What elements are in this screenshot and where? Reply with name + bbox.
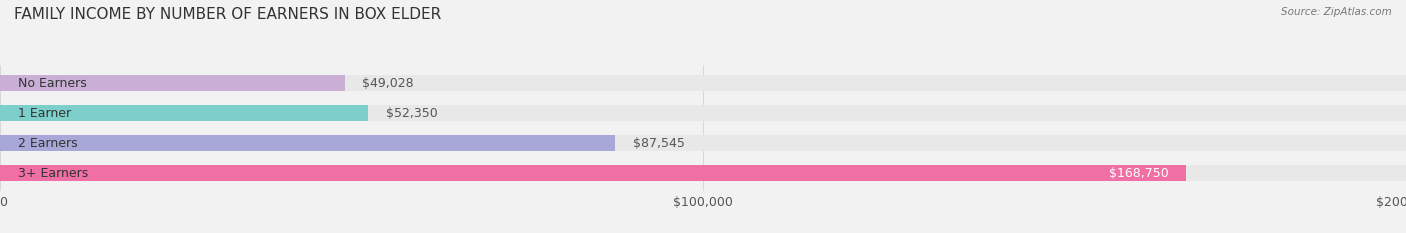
Text: 2 Earners: 2 Earners [18, 137, 77, 150]
Text: No Earners: No Earners [18, 77, 86, 90]
Text: FAMILY INCOME BY NUMBER OF EARNERS IN BOX ELDER: FAMILY INCOME BY NUMBER OF EARNERS IN BO… [14, 7, 441, 22]
Bar [0, 135, 1406, 151]
Text: $168,750: $168,750 [1109, 167, 1168, 180]
Text: $49,028: $49,028 [363, 77, 413, 90]
Bar [0, 165, 1187, 181]
Text: $87,545: $87,545 [633, 137, 685, 150]
Bar [0, 75, 1406, 92]
Bar [0, 135, 616, 151]
Bar [0, 165, 1406, 181]
Text: 3+ Earners: 3+ Earners [18, 167, 87, 180]
Text: Source: ZipAtlas.com: Source: ZipAtlas.com [1281, 7, 1392, 17]
Bar [0, 75, 344, 92]
Text: $52,350: $52,350 [385, 107, 437, 120]
Bar [0, 105, 1406, 121]
Bar [0, 105, 368, 121]
Text: 1 Earner: 1 Earner [18, 107, 70, 120]
